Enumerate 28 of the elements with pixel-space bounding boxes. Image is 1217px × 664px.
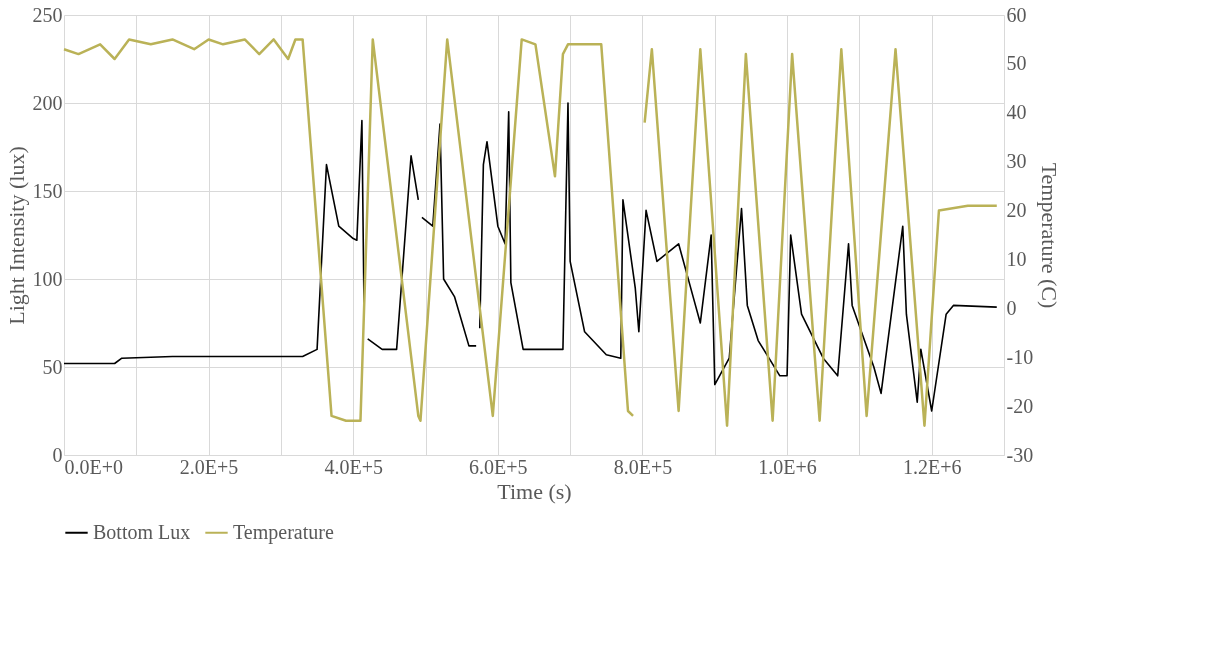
y-tick-label: 0 — [52, 443, 63, 466]
y-tick-label: 150 — [32, 179, 63, 202]
x-tick-label: 1.2E+6 — [902, 455, 962, 478]
y2-tick-label: 50 — [1006, 52, 1027, 75]
y2-tick-label: 0 — [1006, 296, 1017, 319]
y2-tick-label: 10 — [1006, 247, 1027, 270]
x-tick-label: 2.0E+5 — [179, 455, 239, 478]
y2-tick-label: 30 — [1006, 150, 1027, 173]
y2-tick-label: 20 — [1006, 199, 1027, 222]
y-tick-label: 200 — [32, 91, 63, 114]
legend-label: Bottom Lux — [93, 520, 191, 543]
x-tick-label: 6.0E+5 — [469, 455, 528, 478]
legend-label: Temperature — [233, 520, 334, 544]
y-tick-label: 50 — [42, 355, 63, 378]
y2-tick-label: 60 — [1006, 3, 1027, 26]
y2-tick-label: -30 — [1006, 443, 1034, 466]
y-tick-label: 250 — [32, 3, 63, 26]
y2-tick-label: 40 — [1006, 101, 1027, 124]
y2-tick-label: -10 — [1006, 345, 1034, 368]
x-tick-label: 0.0E+0 — [64, 455, 123, 478]
x-axis-title: Time (s) — [497, 478, 572, 504]
x-tick-label: 8.0E+5 — [613, 455, 673, 478]
y2-axis-title: Temperature (C) — [1037, 162, 1063, 309]
x-tick-label: 1.0E+6 — [758, 455, 817, 478]
y-tick-label: 100 — [32, 267, 63, 290]
y2-tick-label: -20 — [1006, 394, 1034, 417]
y-axis-title: Light Intensity (lux) — [3, 146, 29, 325]
x-tick-label: 4.0E+5 — [324, 455, 383, 478]
